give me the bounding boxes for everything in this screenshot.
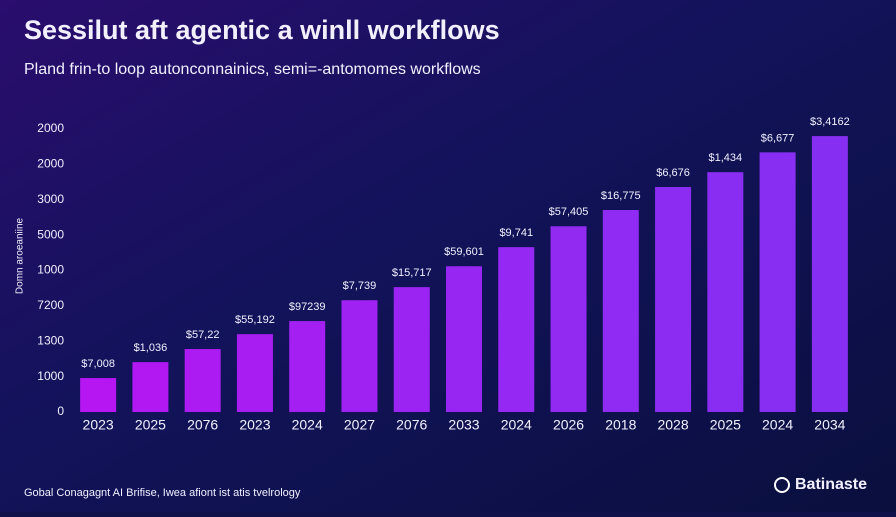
x-tick-label: 2024 — [292, 417, 323, 433]
x-tick-label: 2025 — [135, 417, 166, 433]
data-label: $7,008 — [81, 358, 115, 370]
bar — [80, 378, 117, 412]
y-tick-label: 1000 — [37, 369, 64, 383]
bar — [341, 300, 378, 412]
x-tick-label: 2023 — [239, 417, 270, 433]
y-tick-label: 2000 — [37, 157, 64, 171]
data-label: $55,192 — [235, 314, 275, 326]
data-label: $15,717 — [392, 267, 432, 279]
brand-icon — [774, 477, 790, 493]
brand: Batinaste — [795, 476, 867, 493]
data-label: $3,4162 — [810, 116, 850, 128]
y-tick-label: 1300 — [37, 333, 64, 347]
bar — [707, 172, 744, 412]
x-tick-label: 2023 — [83, 417, 114, 433]
x-tick-label: 2025 — [710, 417, 741, 433]
x-tick-label: 2024 — [501, 417, 532, 433]
bar — [393, 287, 430, 412]
bar — [132, 362, 169, 412]
x-tick-label: 2033 — [448, 417, 479, 433]
data-label: $6,677 — [761, 132, 795, 144]
x-tick-label: 2027 — [344, 417, 375, 433]
footer: Gobal Conagagnt AI Brifise, Iwea afiont … — [24, 487, 301, 499]
data-label: $57,22 — [186, 329, 220, 341]
x-tick-label: 2028 — [657, 417, 688, 433]
x-tick-label: 2024 — [762, 417, 793, 433]
bar — [289, 321, 326, 412]
bar — [550, 226, 587, 412]
y-tick-label: 2000 — [37, 121, 64, 135]
y-tick-label: 5000 — [37, 227, 64, 241]
x-tick-label: 2076 — [396, 417, 427, 433]
x-tick-label: 2026 — [553, 417, 584, 433]
bar — [759, 152, 796, 412]
chart-title: Sessilut aft agentic a winll workflows — [24, 15, 500, 45]
bar — [498, 247, 535, 412]
y-tick-label: 0 — [57, 404, 64, 418]
data-label: $57,405 — [549, 206, 589, 218]
y-tick-label: 1000 — [37, 263, 64, 277]
bar — [446, 266, 482, 412]
chart-subtitle: Pland frin-to loop autonconnainics, semi… — [24, 61, 481, 78]
bar — [602, 210, 639, 412]
x-tick-label: 2034 — [814, 417, 845, 433]
data-label: $97239 — [289, 301, 326, 313]
bar — [184, 349, 221, 412]
x-tick-label: 2018 — [605, 417, 636, 433]
data-label: $6,676 — [656, 167, 690, 179]
bar — [236, 334, 273, 412]
data-label: $59,601 — [444, 246, 484, 258]
data-label: $9,741 — [499, 227, 533, 239]
y-axis-label: Domn aroeaniine — [15, 217, 26, 294]
bar — [811, 136, 848, 412]
y-tick-label: 7200 — [37, 298, 64, 312]
data-label: $16,775 — [601, 190, 641, 202]
data-label: $1,036 — [134, 342, 168, 354]
data-label: $1,434 — [709, 152, 743, 164]
data-label: $7,739 — [343, 280, 377, 292]
x-tick-label: 2076 — [187, 417, 218, 433]
y-tick-label: 3000 — [37, 192, 64, 206]
bar — [655, 187, 692, 412]
